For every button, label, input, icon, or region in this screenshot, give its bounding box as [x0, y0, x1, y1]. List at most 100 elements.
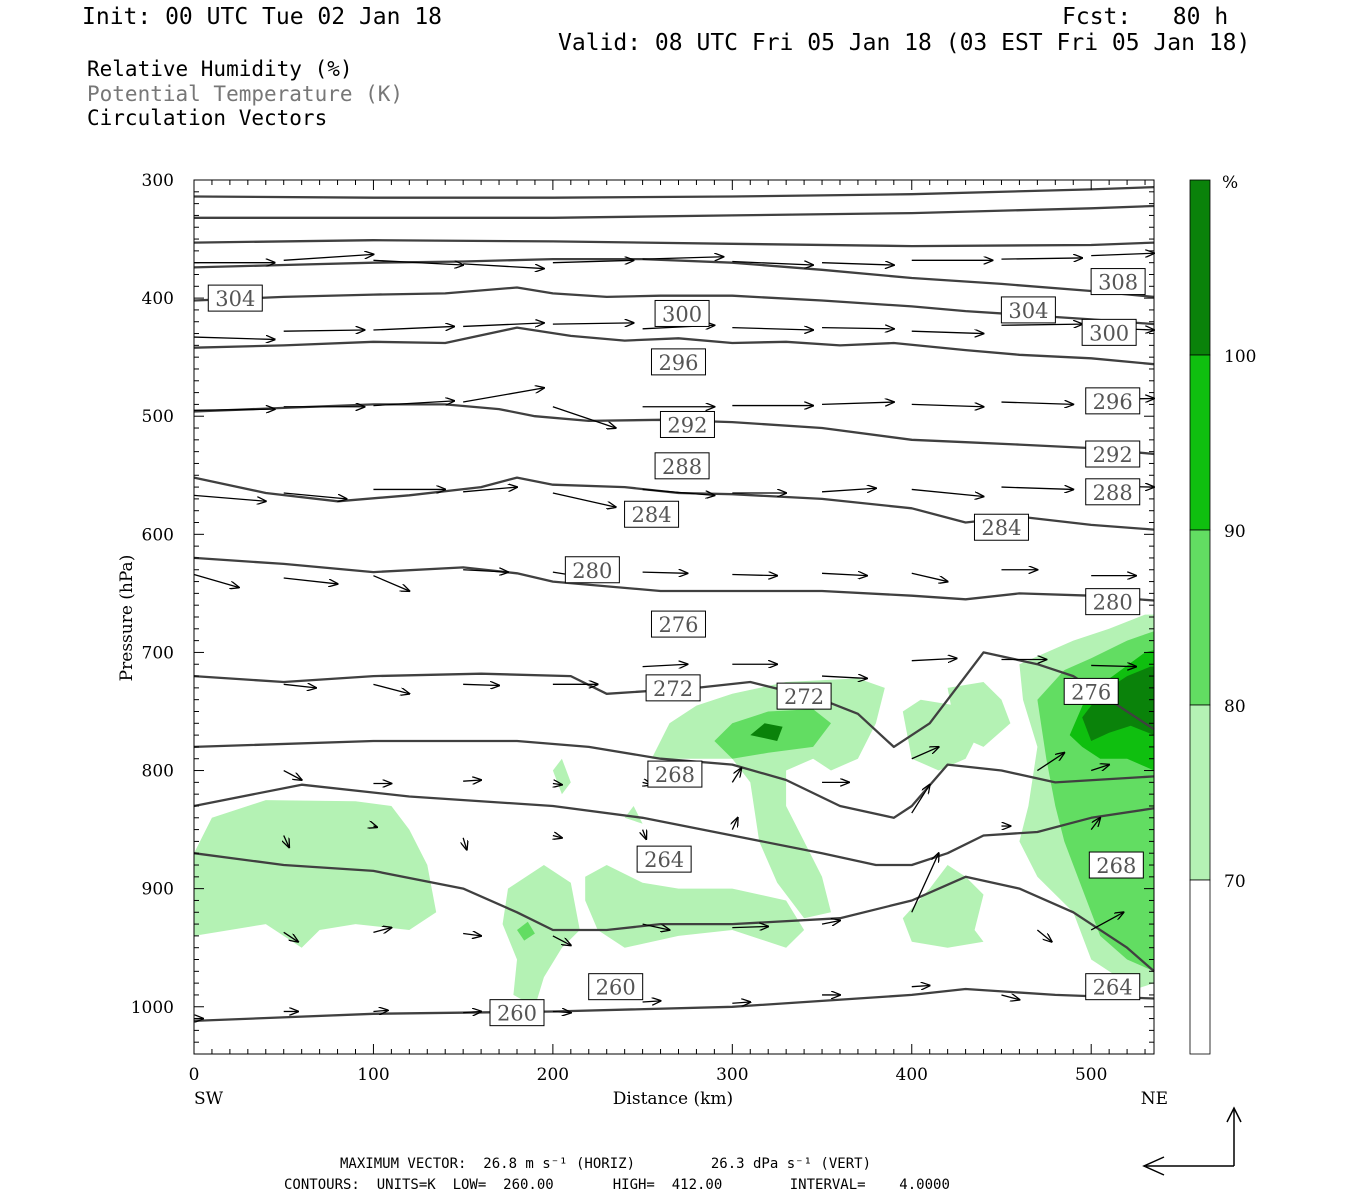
theta-label-292: 292: [1085, 440, 1141, 468]
circulation-vector: [552, 492, 616, 507]
theta-label-text: 292: [1093, 443, 1133, 467]
theta-label-304: 304: [1000, 296, 1056, 324]
circulation-vector: [732, 261, 813, 265]
circulation-vector: [911, 658, 957, 660]
circulation-vector: [283, 769, 302, 780]
theta-label-text: 276: [1071, 680, 1111, 704]
circulation-vector: [911, 488, 984, 496]
circulation-vector: [463, 323, 544, 327]
circulation-vector: [732, 818, 737, 830]
circulation-vector: [552, 260, 634, 262]
theta-label-text: 304: [1008, 299, 1048, 323]
theta-label-box: [659, 410, 715, 438]
circulation-vector: [193, 409, 275, 410]
theta-label-284: 284: [624, 500, 680, 528]
theta-label-260: 260: [588, 973, 644, 1001]
theta-label-text: 260: [596, 976, 636, 1000]
theta-label-box: [1081, 318, 1137, 346]
theta-label-text: 292: [667, 413, 707, 437]
circulation-vector: [463, 837, 467, 850]
circulation-vector: [283, 254, 374, 261]
circulation-vector: [553, 836, 562, 838]
theta-label-300: 300: [654, 299, 710, 327]
circulation-vector: [732, 574, 777, 575]
y-tick-label: 1000: [131, 998, 174, 1018]
legend-potential-temperature: Potential Temperature (K): [87, 82, 404, 106]
theta-label-box: [650, 610, 706, 638]
theta-contour-308: [194, 204, 1155, 219]
theta-label-text: 272: [653, 677, 693, 701]
circulation-vector: [1036, 929, 1051, 942]
theta-label-box: [564, 556, 620, 584]
circulation-vector: [911, 853, 939, 913]
theta-label-box: [624, 500, 680, 528]
circulation-vector: [193, 573, 239, 587]
theta-label-280: 280: [564, 556, 620, 584]
x-tick-label: 200: [537, 1065, 569, 1085]
theta-label-264: 264: [1085, 973, 1141, 1001]
theta-label-box: [1088, 851, 1144, 879]
theta-label-304: 304: [207, 284, 263, 312]
circulation-vector: [463, 934, 481, 936]
circulation-vector: [911, 985, 930, 986]
humidity-region-70-0: [194, 800, 437, 948]
theta-label-text: 264: [644, 848, 684, 872]
circulation-vector: [911, 785, 930, 814]
circulation-vector: [732, 328, 813, 330]
contour-settings-note: CONTOURS: UNITS=K LOW= 260.00 HIGH= 412.…: [284, 1177, 950, 1193]
theta-label-268: 268: [647, 760, 703, 788]
circulation-vector: [463, 570, 508, 572]
circulation-vector: [552, 323, 634, 324]
sw-endpoint-label: SW: [194, 1089, 224, 1109]
theta-contour-292: [193, 326, 1155, 366]
theta-label-284: 284: [973, 513, 1029, 541]
theta-label-text: 264: [1093, 976, 1133, 1000]
theta-label-268: 268: [1088, 851, 1144, 879]
circulation-vector: [642, 664, 688, 666]
theta-label-296: 296: [1085, 387, 1141, 415]
circulation-vector: [552, 406, 616, 428]
circulation-vector: [463, 388, 544, 403]
theta-contour-260: [193, 987, 1155, 1023]
theta-label-text: 288: [662, 455, 702, 479]
colorbar-unit-label: %: [1222, 173, 1238, 193]
y-axis-label: Pressure (hPa): [117, 555, 137, 682]
theta-label-box: [1000, 296, 1056, 324]
circulation-vector: [463, 1011, 481, 1012]
circulation-vector: [373, 826, 377, 827]
legend-circulation-vectors: Circulation Vectors: [87, 106, 328, 130]
theta-label-text: 288: [1093, 481, 1133, 505]
circulation-vector: [911, 747, 939, 760]
theta-label-layer: 260 260 264 264 268 268 272 272 276 276 280 280 284 2…: [207, 268, 1146, 1027]
valid-time-label: Valid: 08 UTC Fri 05 Jan 18 (03 EST Fri …: [558, 30, 1251, 56]
colorbar-band-80: [1189, 529, 1211, 706]
circulation-vector: [283, 492, 347, 499]
y-tick-label: 800: [142, 762, 174, 782]
theta-contour-268: [193, 783, 1155, 867]
theta-label-272: 272: [776, 682, 832, 710]
circulation-vector: [283, 577, 338, 584]
theta-label-text: 296: [1093, 390, 1133, 414]
theta-label-text: 260: [497, 1002, 537, 1026]
circulation-vector: [373, 928, 391, 933]
theta-label-box: [654, 299, 710, 327]
theta-label-276: 276: [650, 610, 706, 638]
circulation-vector: [1001, 402, 1073, 404]
forecast-hour-label: Fcst: 80 h: [1062, 4, 1229, 30]
x-tick-label: 0: [189, 1065, 200, 1085]
circulation-vector: [1091, 253, 1154, 255]
circulation-vector-layer: [193, 253, 1154, 1018]
theta-label-box: [650, 348, 706, 376]
theta-label-296: 296: [650, 348, 706, 376]
circulation-vector: [1091, 665, 1136, 666]
humidity-region-70-1: [502, 865, 580, 1007]
circulation-vector: [642, 572, 688, 573]
legend-relative-humidity: Relative Humidity (%): [87, 57, 353, 81]
circulation-vector: [822, 573, 867, 575]
theta-label-box: [489, 999, 545, 1027]
theta-label-text: 304: [215, 287, 255, 311]
theta-label-text: 284: [632, 503, 672, 527]
theta-label-text: 284: [981, 516, 1021, 540]
y-tick-label: 900: [142, 880, 174, 900]
